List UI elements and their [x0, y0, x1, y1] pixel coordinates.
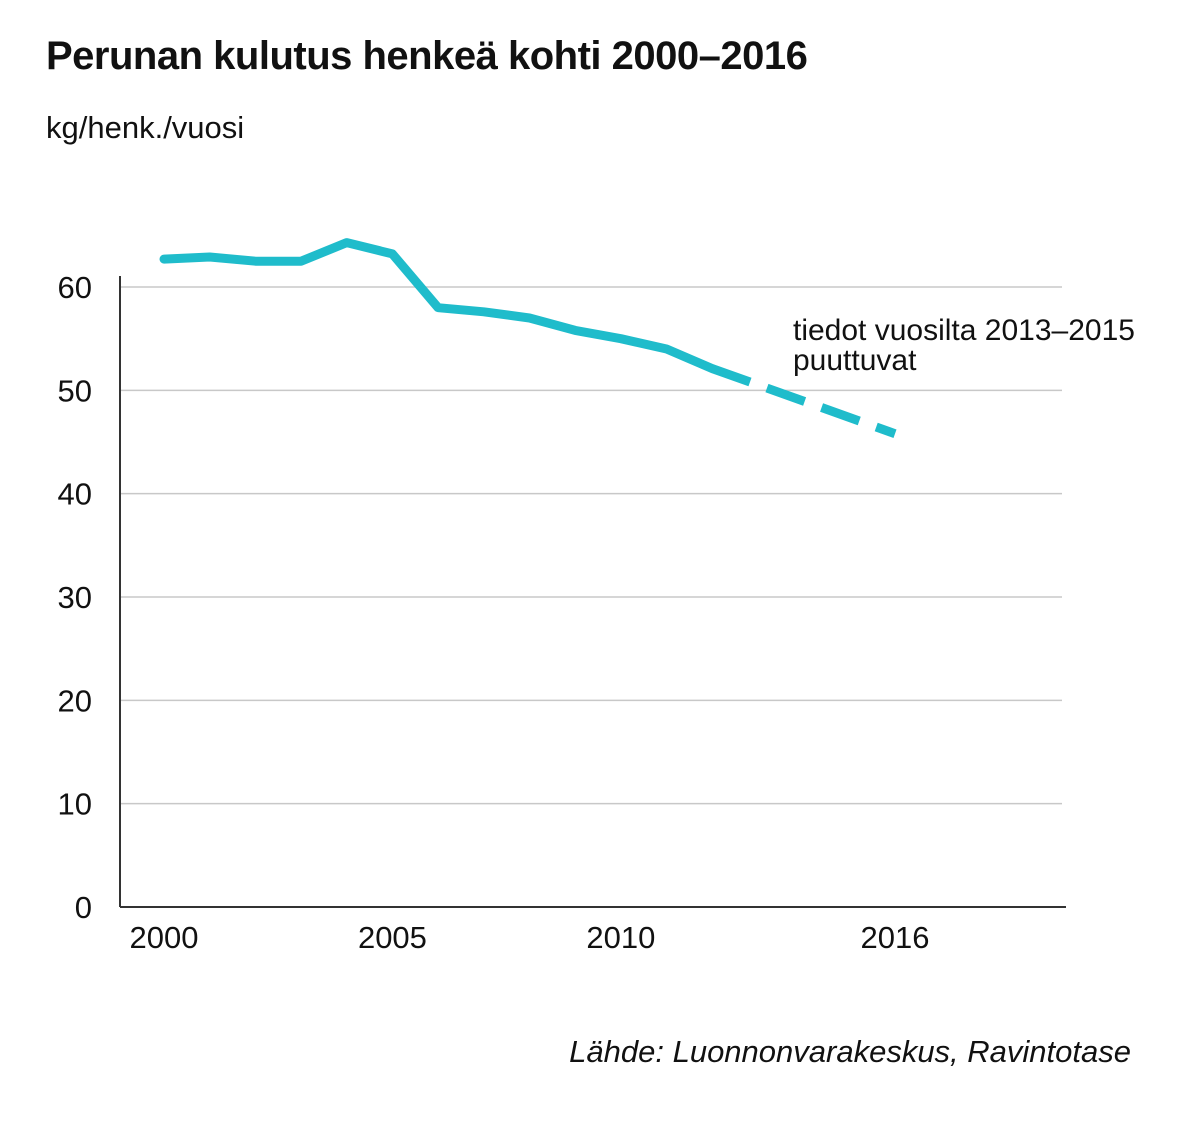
- y-axis-unit-label: kg/henk./vuosi: [46, 110, 245, 145]
- series-line: [159, 238, 717, 374]
- x-tick-label-2000: 2000: [130, 920, 199, 955]
- annotation-missing-data-line1: tiedot vuosilta 2013–2015: [793, 314, 1135, 347]
- x-tick-label-2016: 2016: [861, 920, 930, 955]
- y-tick-label-60: 60: [58, 270, 92, 305]
- y-tick-label-50: 50: [58, 373, 92, 408]
- annotation-missing-data-line2: puuttuvat: [793, 344, 917, 377]
- series-line-dashed: [710, 364, 897, 438]
- y-tick-label-0: 0: [75, 890, 92, 925]
- y-tick-label-20: 20: [58, 683, 92, 718]
- x-tick-label-2005: 2005: [358, 920, 427, 955]
- y-tick-label-30: 30: [58, 580, 92, 615]
- source-note: Lähde: Luonnonvarakeskus, Ravintotase: [569, 1034, 1131, 1069]
- y-tick-label-40: 40: [58, 477, 92, 512]
- x-tick-label-2010: 2010: [586, 920, 655, 955]
- chart-title: Perunan kulutus henkeä kohti 2000–2016: [46, 34, 808, 78]
- y-tick-label-10: 10: [58, 787, 92, 822]
